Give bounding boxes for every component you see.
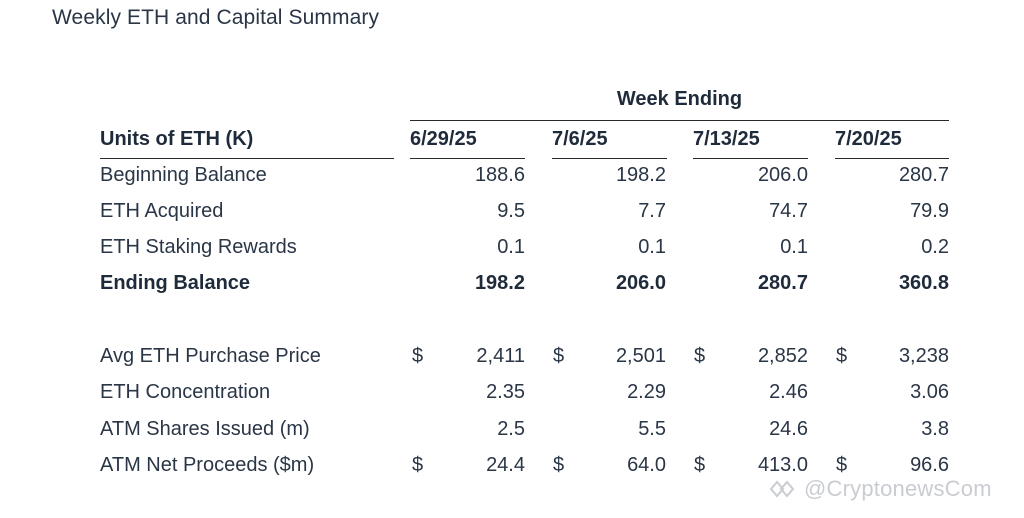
row-label: ETH Acquired — [100, 200, 224, 222]
table-cell: 2.29 — [627, 381, 666, 403]
currency-symbol: $ — [694, 345, 706, 367]
table-cell: 3.06 — [910, 381, 949, 403]
column-header-date: 7/13/25 — [693, 128, 760, 150]
currency-symbol: $ — [553, 345, 565, 367]
table-cell: 188.6 — [474, 164, 525, 186]
column-header-rule — [552, 158, 667, 159]
column-header-date: 7/6/25 — [552, 128, 608, 150]
table-cell: 280.7 — [898, 164, 949, 186]
row-label: Beginning Balance — [100, 164, 267, 186]
column-header-rule — [693, 158, 808, 159]
column-header-rule — [835, 158, 949, 159]
table-cell: 3,238 — [898, 345, 949, 367]
table-cell: 9.5 — [497, 200, 525, 222]
table-cell: 64.0 — [627, 454, 666, 476]
row-label: ATM Shares Issued (m) — [100, 418, 310, 440]
table-cell: 198.2 — [474, 272, 525, 294]
table-cell: 2.5 — [497, 418, 525, 440]
units-header-rule — [100, 158, 394, 159]
table-cell: 2.46 — [769, 381, 808, 403]
currency-symbol: $ — [836, 454, 848, 476]
page-title: Weekly ETH and Capital Summary — [52, 6, 380, 29]
week-ending-rule — [410, 120, 949, 121]
column-header-date: 7/20/25 — [835, 128, 902, 150]
table-cell: 24.4 — [486, 454, 525, 476]
row-label: Ending Balance — [100, 272, 251, 294]
row-label: ETH Staking Rewards — [100, 236, 297, 258]
row-label: ATM Net Proceeds ($m) — [100, 454, 315, 476]
cryptonews-logo-icon — [769, 480, 795, 498]
table-cell: 5.5 — [638, 418, 666, 440]
table-cell: 24.6 — [769, 418, 808, 440]
table-cell: 0.2 — [921, 236, 949, 258]
table-cell: 0.1 — [780, 236, 808, 258]
units-header: Units of ETH (K) — [100, 128, 254, 150]
table-cell: 7.7 — [638, 200, 666, 222]
table-cell: 198.2 — [615, 164, 666, 186]
currency-symbol: $ — [412, 454, 424, 476]
column-header-rule — [410, 158, 525, 159]
table-cell: 360.8 — [898, 272, 949, 294]
table-cell: 2.35 — [486, 381, 525, 403]
week-ending-header: Week Ending — [616, 88, 743, 110]
currency-symbol: $ — [836, 345, 848, 367]
table-cell: 206.0 — [757, 164, 808, 186]
currency-symbol: $ — [412, 345, 424, 367]
table-cell: 280.7 — [757, 272, 808, 294]
watermark: @CryptonewsCom — [768, 476, 992, 502]
column-header-date: 6/29/25 — [410, 128, 477, 150]
currency-symbol: $ — [553, 454, 565, 476]
table-cell: 3.8 — [921, 418, 949, 440]
table-cell: 206.0 — [615, 272, 666, 294]
table-cell: 0.1 — [497, 236, 525, 258]
watermark-text: @CryptonewsCom — [804, 476, 992, 501]
currency-symbol: $ — [694, 454, 706, 476]
table-cell: 0.1 — [638, 236, 666, 258]
table-cell: 413.0 — [757, 454, 808, 476]
table-cell: 96.6 — [910, 454, 949, 476]
row-label: Avg ETH Purchase Price — [100, 345, 321, 367]
table-cell: 2,501 — [615, 345, 666, 367]
table-cell: 74.7 — [769, 200, 808, 222]
table-cell: 79.9 — [910, 200, 949, 222]
table-cell: 2,411 — [476, 345, 525, 367]
table-cell: 2,852 — [757, 345, 808, 367]
row-label: ETH Concentration — [100, 381, 271, 403]
